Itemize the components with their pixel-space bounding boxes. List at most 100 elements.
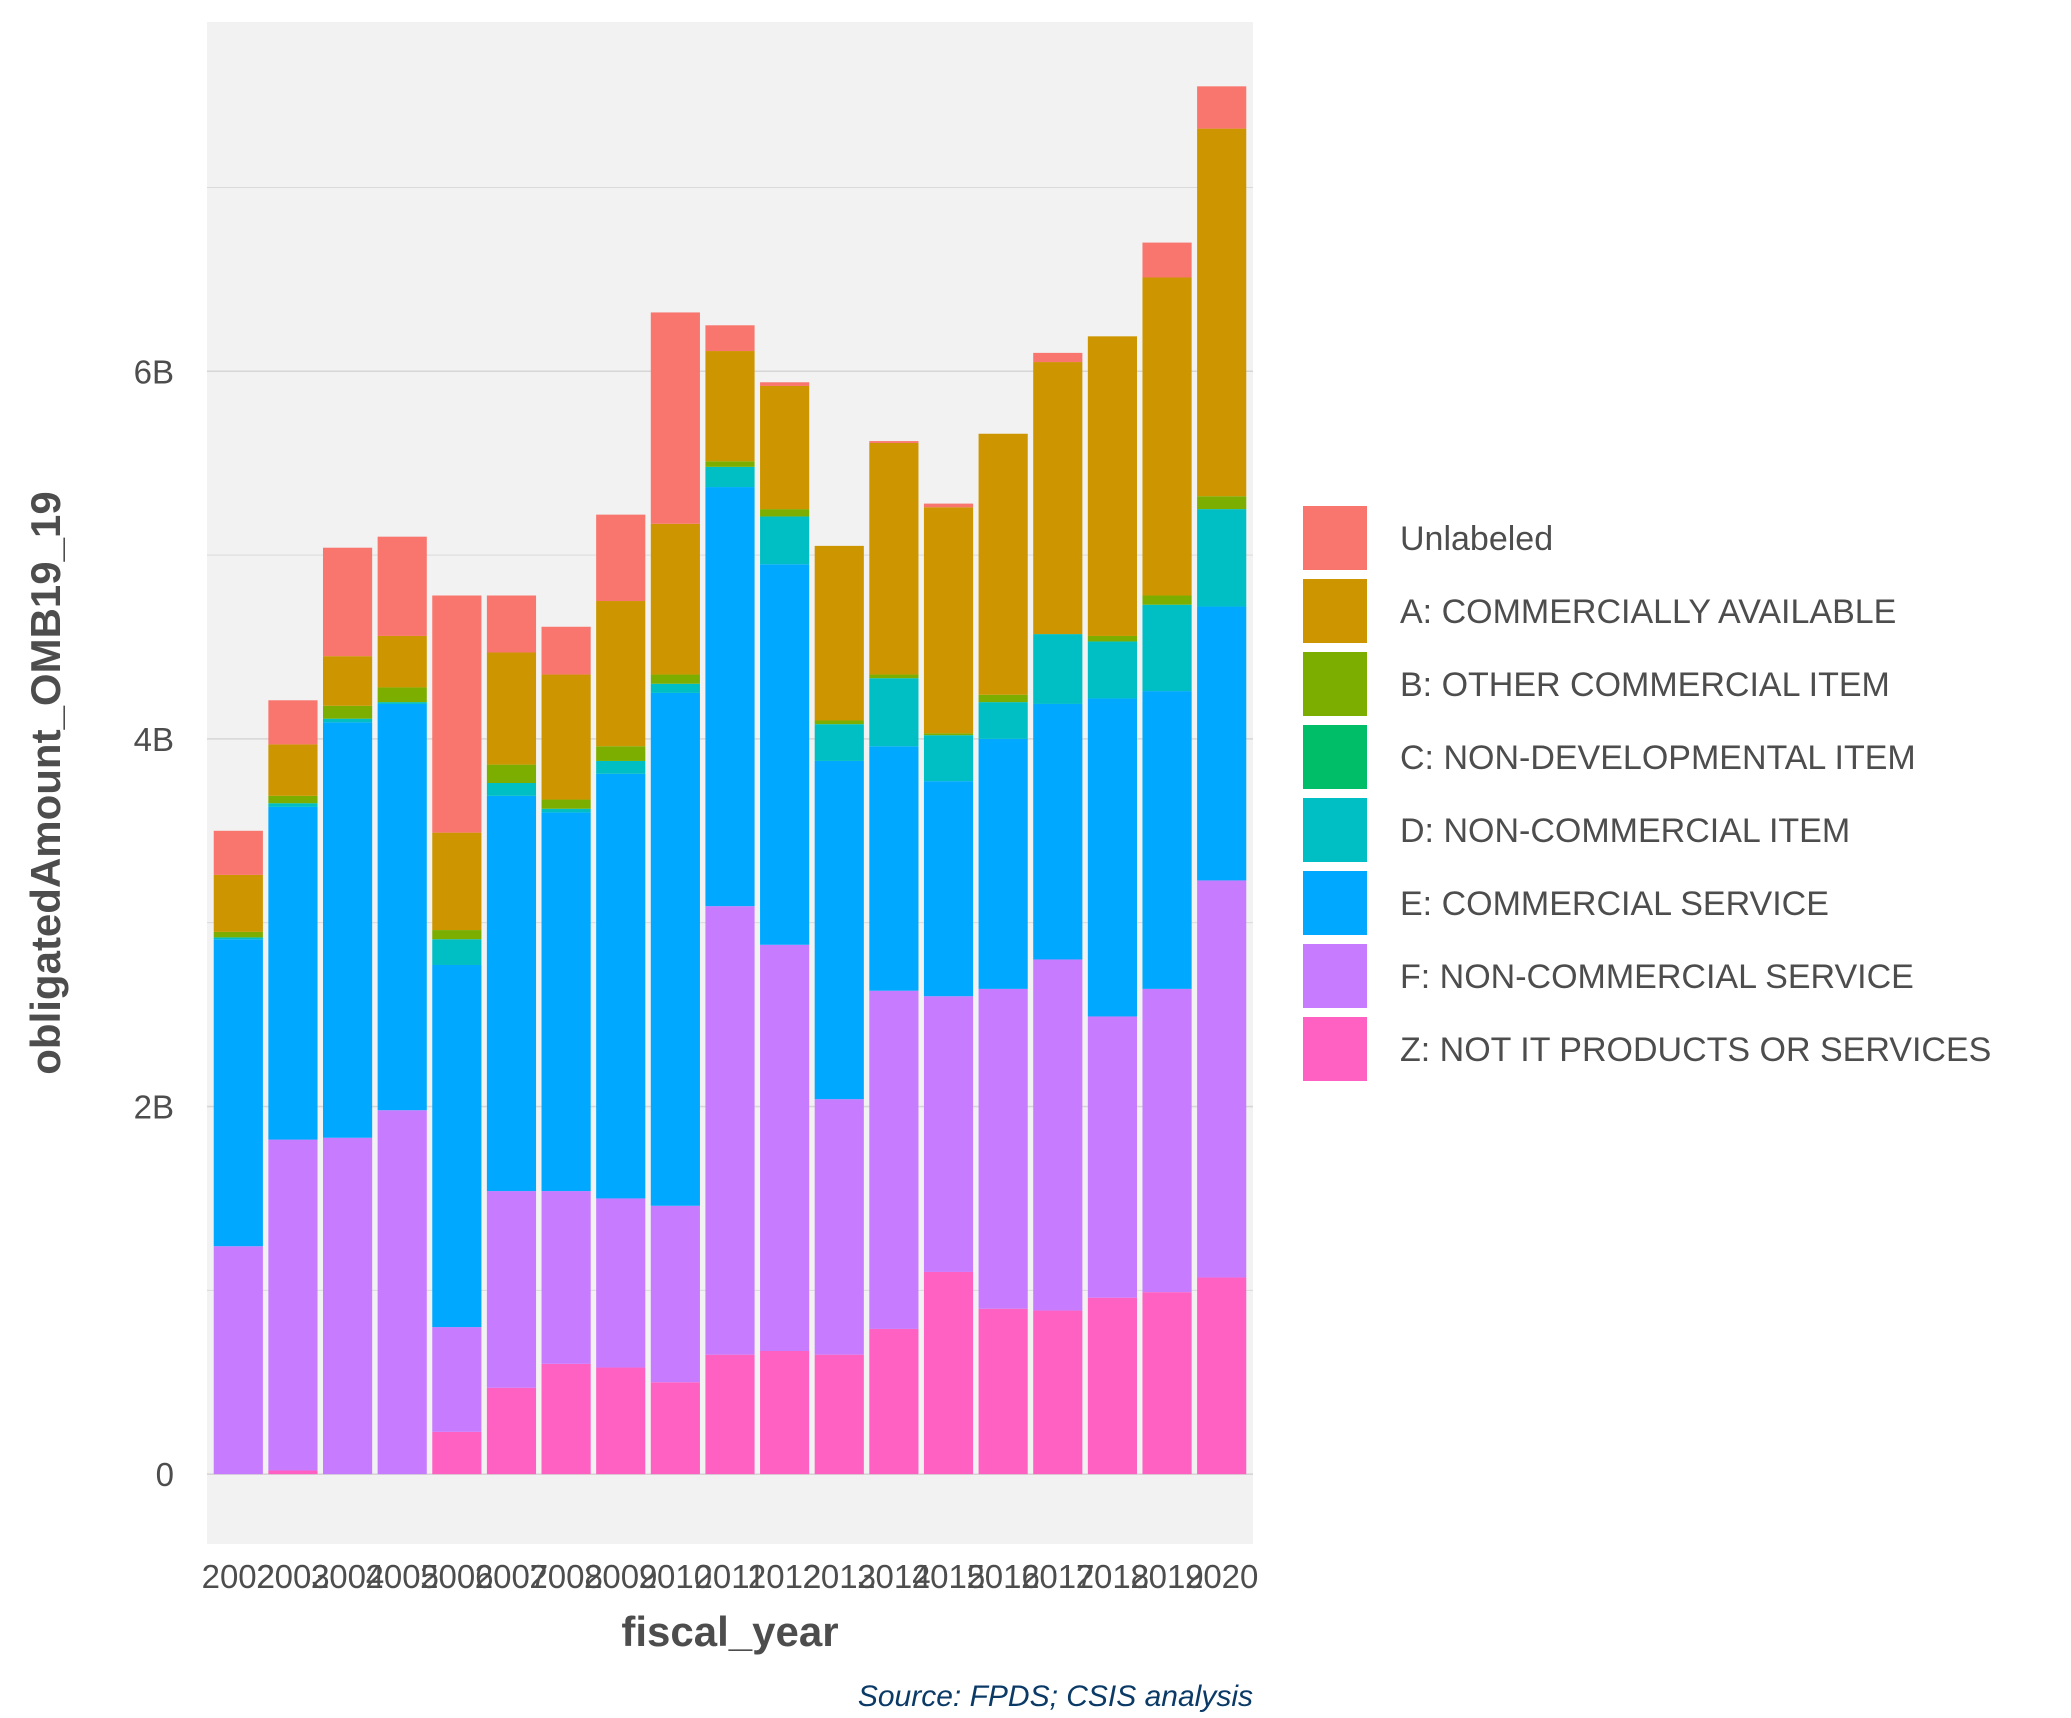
bar-segment bbox=[596, 760, 646, 774]
bar-segment bbox=[869, 674, 919, 679]
bar-segment bbox=[705, 1354, 755, 1475]
bar-segment bbox=[650, 683, 700, 693]
x-tick-label: 2002 bbox=[202, 1558, 275, 1595]
x-tick-label: 2019 bbox=[1130, 1558, 1203, 1595]
x-tick-label: 2010 bbox=[639, 1558, 712, 1595]
bar-segment bbox=[596, 514, 646, 602]
bar-segment bbox=[650, 1382, 700, 1475]
x-tick-label: 2016 bbox=[966, 1558, 1039, 1595]
bar-segment bbox=[760, 564, 810, 945]
bar-segment bbox=[322, 656, 373, 706]
bar-segment bbox=[814, 724, 864, 761]
bar-segment bbox=[978, 694, 1028, 703]
y-tick-label: 6B bbox=[134, 353, 174, 390]
bar-segment bbox=[814, 1099, 864, 1355]
bar-segment bbox=[978, 702, 1028, 739]
bar-segment bbox=[432, 832, 482, 931]
legend-key bbox=[1301, 942, 1369, 1010]
bar-segment bbox=[268, 700, 318, 745]
x-axis-title: fiscal_year bbox=[621, 1608, 838, 1655]
bar-segment bbox=[596, 1198, 646, 1368]
bar-segment bbox=[541, 1363, 591, 1475]
legend-label: E: COMMERCIAL SERVICE bbox=[1400, 885, 1829, 923]
x-tick-label: 2015 bbox=[912, 1558, 985, 1595]
bar-segment bbox=[760, 382, 810, 386]
bar-segment bbox=[650, 674, 700, 684]
bar-segment bbox=[1197, 880, 1247, 1278]
legend-label: Z: NOT IT PRODUCTS OR SERVICES bbox=[1400, 1031, 1991, 1069]
bar-segment bbox=[213, 874, 263, 932]
bar-segment bbox=[1142, 242, 1192, 278]
legend-key bbox=[1301, 723, 1369, 791]
legend-label: Unlabeled bbox=[1400, 520, 1553, 558]
bar-segment bbox=[978, 738, 1028, 989]
bar-segment bbox=[432, 939, 482, 965]
bar-segment bbox=[486, 795, 537, 1192]
y-tick-label: 0 bbox=[156, 1456, 174, 1493]
bar-segment bbox=[486, 595, 537, 653]
legend: Unlabeled A: COMMERCIALLY AVAILABLE B: OTH… bbox=[1301, 504, 1991, 1083]
bar-segment bbox=[869, 678, 919, 747]
legend-key bbox=[1301, 796, 1369, 864]
bar-segment bbox=[650, 523, 700, 675]
bar-segment bbox=[923, 996, 974, 1272]
legend-key bbox=[1301, 1015, 1369, 1083]
bar-segment bbox=[1197, 606, 1247, 881]
bar-segment bbox=[1142, 691, 1192, 989]
bar-segment bbox=[1142, 277, 1192, 596]
bar-segment bbox=[322, 718, 373, 723]
bar-segment bbox=[705, 461, 755, 467]
x-tick-label: 2005 bbox=[365, 1558, 438, 1595]
bar-segment bbox=[1087, 1297, 1138, 1475]
y-axis-title: obligatedAmount_OMB19_19 bbox=[22, 491, 69, 1074]
bar-segment bbox=[814, 720, 864, 725]
bar-segment bbox=[213, 1246, 263, 1475]
bar-segment bbox=[486, 783, 537, 796]
bar-segment bbox=[923, 781, 974, 997]
bar-segment bbox=[596, 1367, 646, 1475]
bar-segment bbox=[869, 990, 919, 1329]
bar-segment bbox=[432, 1431, 482, 1475]
legend-key bbox=[1301, 650, 1369, 718]
bar-segment bbox=[1033, 634, 1083, 704]
bar-segment bbox=[869, 442, 919, 675]
bar-segment bbox=[377, 703, 427, 1111]
bar-segment bbox=[650, 692, 700, 1206]
bar-segment bbox=[1033, 362, 1083, 635]
bar-segment bbox=[1033, 959, 1083, 1311]
bar-segment bbox=[322, 547, 373, 657]
bar-segment bbox=[486, 652, 537, 765]
x-tick-label: 2013 bbox=[803, 1558, 876, 1595]
x-tick-label: 2020 bbox=[1185, 1558, 1258, 1595]
bar-segment bbox=[760, 944, 810, 1351]
bar-segment bbox=[1087, 641, 1138, 699]
bar-segment bbox=[541, 808, 591, 813]
bar-segment bbox=[923, 733, 974, 736]
bar-segment bbox=[213, 937, 263, 940]
bar-segment bbox=[432, 1327, 482, 1432]
bar-segment bbox=[814, 1354, 864, 1475]
bar-segment bbox=[1197, 128, 1247, 497]
bar-segment bbox=[268, 744, 318, 796]
bar-segment bbox=[760, 1350, 810, 1475]
bar-segment bbox=[650, 1205, 700, 1383]
bar-segment bbox=[213, 931, 263, 938]
legend-label: C: NON-DEVELOPMENTAL ITEM bbox=[1400, 739, 1916, 777]
legend-key bbox=[1301, 504, 1369, 572]
bar-segment bbox=[432, 930, 482, 940]
bar-segment bbox=[541, 812, 591, 1192]
source-caption: Source: FPDS; CSIS analysis bbox=[858, 1680, 1253, 1713]
bar-segment bbox=[1087, 336, 1138, 636]
bar-segment bbox=[869, 441, 919, 443]
bar-segment bbox=[213, 830, 263, 875]
bar-segment bbox=[541, 1191, 591, 1364]
bar-segment bbox=[1197, 496, 1247, 510]
bar-segment bbox=[1087, 1016, 1138, 1298]
x-tick-label: 2017 bbox=[1021, 1558, 1094, 1595]
bar-segment bbox=[1142, 988, 1192, 1293]
x-axis-ticks: 2002200320042005200620072008200920102011… bbox=[202, 1558, 1259, 1595]
bar-segment bbox=[541, 626, 591, 675]
bar-segment bbox=[923, 503, 974, 508]
bar-segment bbox=[923, 735, 974, 782]
